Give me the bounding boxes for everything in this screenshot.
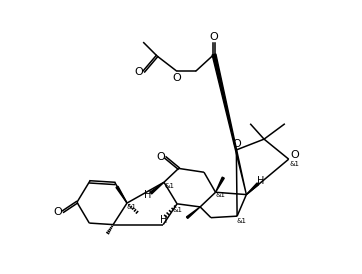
Text: H: H xyxy=(160,215,167,225)
Text: &1: &1 xyxy=(289,161,299,167)
Polygon shape xyxy=(116,186,127,203)
Text: &1: &1 xyxy=(164,183,174,189)
Text: &1: &1 xyxy=(215,192,225,198)
Text: &1: &1 xyxy=(127,204,136,210)
Text: O: O xyxy=(290,150,299,160)
Text: &1: &1 xyxy=(237,218,247,224)
Polygon shape xyxy=(215,177,224,192)
Polygon shape xyxy=(150,182,164,194)
Text: H: H xyxy=(144,190,151,200)
Polygon shape xyxy=(247,183,259,195)
Text: H: H xyxy=(257,176,264,187)
Text: &1: &1 xyxy=(172,207,182,213)
Polygon shape xyxy=(212,54,247,195)
Text: O: O xyxy=(173,73,181,83)
Text: O: O xyxy=(210,33,218,42)
Polygon shape xyxy=(186,207,200,218)
Text: O: O xyxy=(232,139,241,149)
Text: O: O xyxy=(156,152,165,162)
Text: O: O xyxy=(53,207,62,216)
Text: O: O xyxy=(134,67,143,77)
